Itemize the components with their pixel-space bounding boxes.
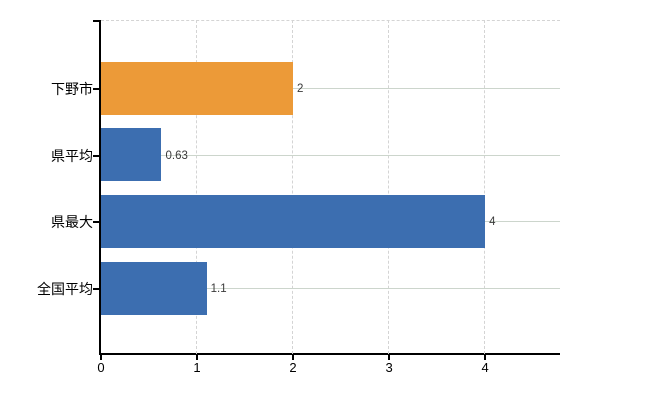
x-axis-tick-label: 2	[289, 360, 297, 375]
x-axis-tick	[100, 355, 102, 360]
value-label: 4	[489, 216, 496, 229]
category-label: 県最大	[51, 214, 93, 231]
bar-県最大	[101, 194, 486, 248]
x-axis-tick-label: 4	[481, 360, 489, 375]
bar-全国平均	[101, 261, 207, 315]
value-label: 1.1	[210, 283, 227, 296]
horizontal-gridline	[101, 288, 560, 290]
category-label: 下野市	[51, 81, 93, 97]
x-axis-tick	[484, 355, 487, 360]
vertical-gridline	[388, 20, 390, 354]
x-axis-tick	[196, 355, 199, 360]
plot-top-border	[101, 20, 560, 21]
plot-area: 2 0.63 4 1.1	[101, 20, 560, 354]
x-axis-tick	[292, 355, 295, 360]
vertical-gridline	[484, 20, 486, 354]
value-label: 2	[297, 83, 304, 95]
category-tick	[93, 288, 100, 291]
category-tick	[93, 154, 100, 157]
bar-下野市	[101, 61, 294, 115]
value-label: 0.63	[165, 149, 188, 162]
vertical-gridline	[292, 20, 294, 354]
y-axis-top-tick	[93, 20, 100, 22]
category-tick	[93, 221, 100, 224]
x-axis-tick-label: 3	[385, 360, 393, 375]
category-tick	[93, 88, 100, 90]
y-axis-line	[99, 20, 101, 354]
category-label: 全国平均	[37, 281, 93, 298]
horizontal-gridline	[101, 88, 560, 89]
category-label: 県平均	[51, 147, 93, 164]
x-axis-tick	[388, 355, 391, 360]
x-axis-tick-label: 1	[193, 360, 201, 375]
vertical-gridline	[196, 20, 198, 354]
x-axis-tick-label: 0	[97, 360, 105, 375]
bar-県平均	[101, 128, 162, 182]
horizontal-gridline	[101, 154, 560, 156]
x-axis-line	[99, 353, 560, 355]
